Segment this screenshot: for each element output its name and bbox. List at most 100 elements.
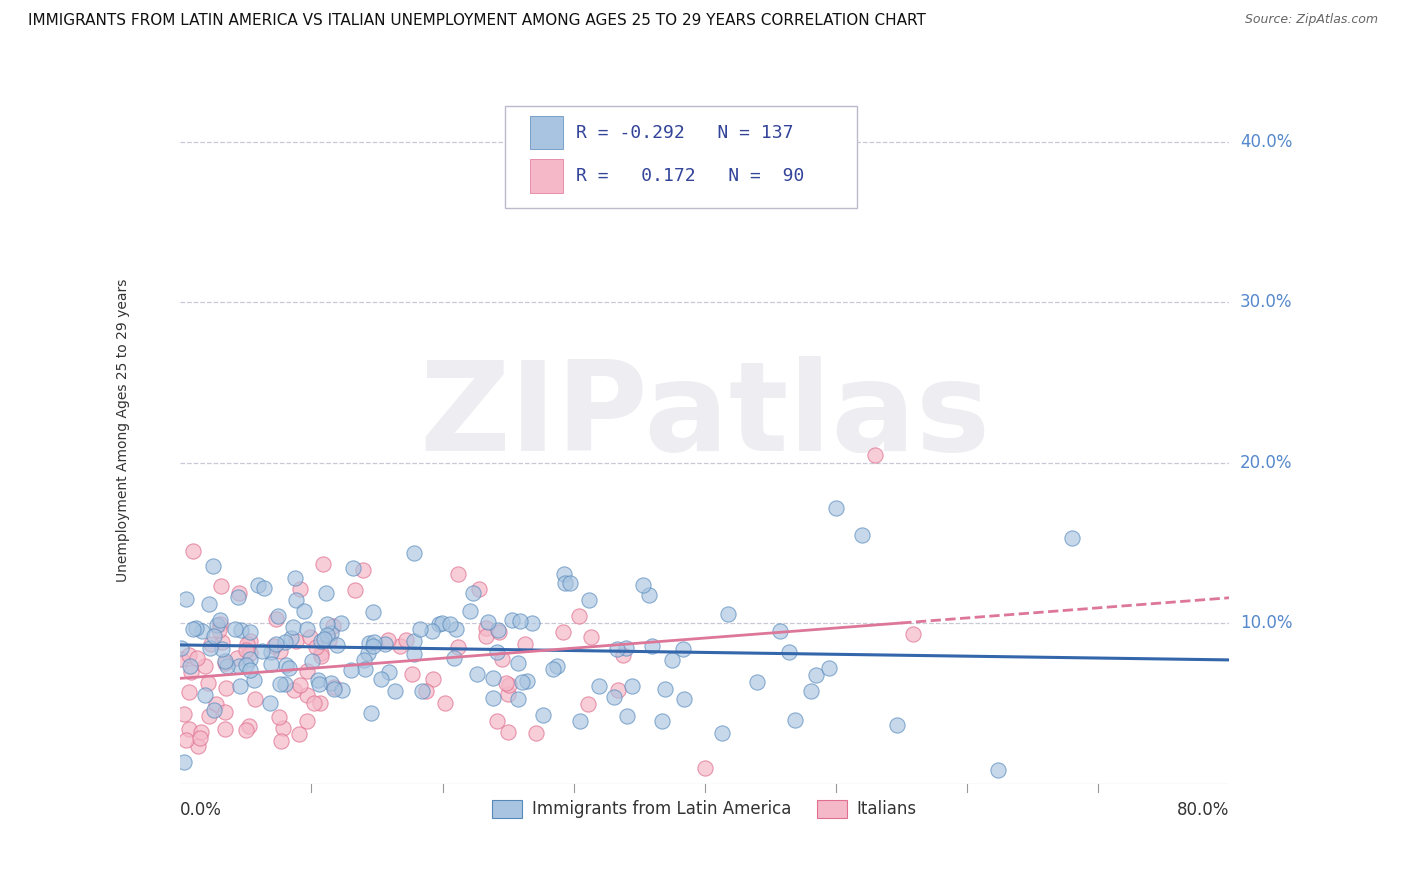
Point [546, 659, 568, 673]
Point [363, 635, 385, 649]
Text: 30.0%: 30.0% [1240, 293, 1292, 311]
Point [250, 644, 273, 658]
Point [501, 613, 523, 627]
Point [274, 677, 297, 691]
Point [187, 739, 209, 753]
Point [200, 637, 222, 651]
Point [269, 643, 291, 657]
Point [661, 653, 683, 667]
Point [638, 588, 661, 602]
Point [186, 621, 208, 635]
Point [308, 676, 330, 690]
Point [693, 761, 716, 775]
Point [474, 621, 496, 635]
Point [285, 593, 308, 607]
Point [173, 707, 195, 722]
Point [202, 558, 225, 573]
Point [325, 638, 347, 652]
Point [444, 622, 467, 636]
Text: 40.0%: 40.0% [1240, 133, 1292, 151]
Point [554, 576, 576, 591]
Point [354, 662, 377, 676]
Point [183, 544, 205, 558]
Point [274, 634, 297, 648]
Point [179, 722, 201, 736]
Point [194, 659, 217, 673]
Point [357, 636, 380, 650]
Point [363, 639, 385, 653]
Text: ZIPatlas: ZIPatlas [419, 356, 990, 477]
Point [568, 608, 591, 623]
Point [205, 697, 228, 711]
Point [263, 639, 285, 653]
Point [558, 576, 581, 591]
Point [267, 608, 290, 623]
Point [768, 624, 790, 639]
Point [778, 645, 800, 659]
Point [211, 642, 233, 657]
Point [509, 614, 531, 628]
Point [283, 682, 305, 697]
Point [180, 665, 202, 680]
Point [238, 718, 260, 732]
Point [211, 579, 233, 593]
Point [311, 648, 333, 663]
Point [370, 672, 392, 686]
Point [176, 591, 198, 606]
Point [851, 528, 873, 542]
Point [395, 633, 418, 648]
Point [987, 764, 1010, 778]
Point [783, 713, 806, 727]
Point [903, 627, 925, 641]
Point [824, 500, 846, 515]
Point [498, 678, 520, 692]
Point [422, 672, 444, 686]
Point [269, 710, 291, 724]
Point [404, 647, 426, 661]
FancyBboxPatch shape [505, 105, 856, 208]
Point [506, 656, 529, 670]
Point [295, 622, 318, 636]
Point [427, 617, 450, 632]
Point [214, 656, 236, 670]
Point [330, 615, 353, 630]
Point [301, 654, 323, 668]
Point [228, 586, 250, 600]
Point [447, 566, 470, 581]
Point [271, 721, 294, 735]
Point [211, 635, 233, 649]
Text: IMMIGRANTS FROM LATIN AMERICA VS ITALIAN UNEMPLOYMENT AMONG AGES 25 TO 29 YEARS : IMMIGRANTS FROM LATIN AMERICA VS ITALIAN… [28, 13, 927, 29]
Point [239, 647, 262, 661]
Point [522, 615, 544, 630]
Point [804, 668, 827, 682]
Point [288, 727, 311, 741]
Point [295, 664, 318, 678]
Point [280, 631, 302, 645]
Point [207, 624, 229, 638]
Point [578, 593, 600, 607]
FancyBboxPatch shape [530, 160, 562, 194]
Point [202, 703, 225, 717]
Point [401, 667, 423, 681]
Point [360, 706, 382, 720]
Point [198, 709, 221, 723]
Point [323, 680, 346, 694]
Point [228, 658, 250, 673]
Point [243, 673, 266, 687]
Point [264, 637, 287, 651]
Point [651, 714, 673, 728]
Point [402, 546, 425, 560]
Point [292, 604, 315, 618]
Point [307, 673, 329, 687]
Point [477, 615, 499, 629]
Point [302, 697, 325, 711]
Point [235, 723, 257, 738]
Point [612, 648, 634, 662]
Point [863, 448, 886, 462]
Point [194, 689, 217, 703]
Point [486, 624, 509, 638]
Point [295, 688, 318, 702]
Point [672, 692, 695, 706]
Point [270, 734, 292, 748]
Point [508, 692, 530, 706]
